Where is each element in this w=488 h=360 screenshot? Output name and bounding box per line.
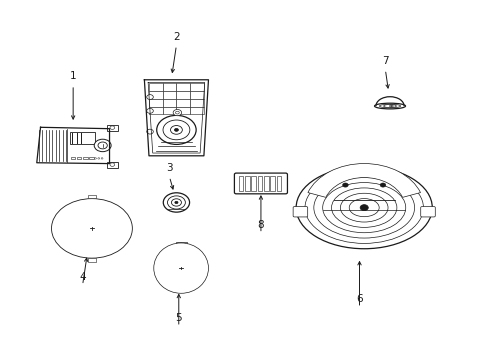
Circle shape — [174, 129, 178, 131]
Circle shape — [94, 139, 111, 152]
Bar — [244, 176, 249, 191]
Text: 5: 5 — [175, 313, 182, 323]
Bar — [69, 132, 95, 144]
FancyBboxPatch shape — [292, 207, 307, 217]
Text: 3: 3 — [166, 163, 172, 173]
Circle shape — [101, 158, 103, 159]
Bar — [107, 162, 117, 168]
Circle shape — [53, 200, 130, 257]
Circle shape — [167, 196, 185, 209]
Circle shape — [156, 115, 196, 144]
Text: 8: 8 — [257, 220, 264, 230]
Bar — [149, 107, 163, 114]
Circle shape — [175, 111, 179, 114]
Ellipse shape — [305, 172, 423, 243]
Ellipse shape — [153, 243, 208, 293]
Bar — [149, 83, 163, 91]
Bar — [83, 157, 87, 159]
Bar — [190, 91, 203, 99]
Bar — [163, 99, 176, 107]
Circle shape — [342, 183, 347, 187]
Bar — [163, 83, 176, 91]
Ellipse shape — [340, 193, 387, 222]
Circle shape — [146, 129, 153, 134]
Bar — [89, 157, 93, 159]
Bar — [276, 176, 281, 191]
Bar — [71, 157, 75, 159]
Text: 1: 1 — [70, 71, 76, 81]
Circle shape — [359, 204, 367, 211]
Bar — [176, 83, 190, 91]
Bar — [149, 99, 163, 107]
Bar — [176, 91, 190, 99]
Circle shape — [63, 207, 121, 249]
Circle shape — [163, 120, 189, 140]
Circle shape — [58, 203, 125, 253]
Ellipse shape — [383, 104, 396, 108]
Circle shape — [88, 226, 96, 231]
Bar — [176, 99, 190, 107]
Circle shape — [78, 219, 105, 238]
Text: 2: 2 — [173, 32, 180, 41]
Bar — [176, 107, 190, 114]
Circle shape — [110, 126, 115, 129]
Bar — [88, 258, 96, 262]
Bar — [107, 125, 117, 131]
Text: 4: 4 — [79, 272, 86, 282]
Bar — [77, 157, 81, 159]
Circle shape — [390, 105, 391, 107]
Bar — [190, 107, 203, 114]
Bar — [190, 83, 203, 91]
Circle shape — [146, 95, 153, 99]
Bar — [175, 242, 186, 246]
Circle shape — [179, 243, 183, 246]
Circle shape — [110, 163, 115, 166]
Bar — [88, 195, 96, 198]
Bar — [270, 176, 275, 191]
Circle shape — [94, 158, 96, 159]
Ellipse shape — [168, 257, 193, 279]
FancyBboxPatch shape — [234, 173, 287, 194]
Ellipse shape — [161, 249, 201, 287]
Ellipse shape — [296, 167, 431, 249]
Ellipse shape — [177, 264, 185, 272]
Bar — [238, 176, 243, 191]
Ellipse shape — [313, 177, 414, 238]
Wedge shape — [307, 163, 420, 197]
Ellipse shape — [173, 261, 189, 275]
Ellipse shape — [374, 103, 405, 109]
Ellipse shape — [348, 199, 378, 217]
Circle shape — [170, 126, 182, 134]
Ellipse shape — [164, 253, 197, 283]
Bar — [251, 176, 255, 191]
Text: 7: 7 — [381, 56, 388, 66]
FancyBboxPatch shape — [420, 207, 434, 217]
Circle shape — [98, 158, 100, 159]
Bar — [163, 107, 176, 114]
Bar — [163, 91, 176, 99]
Circle shape — [83, 222, 100, 235]
Ellipse shape — [156, 246, 205, 291]
Circle shape — [146, 108, 153, 113]
Ellipse shape — [331, 188, 396, 228]
Bar — [149, 91, 163, 99]
Bar — [264, 176, 268, 191]
Circle shape — [389, 105, 392, 107]
Bar — [190, 99, 203, 107]
Circle shape — [171, 199, 181, 206]
Circle shape — [163, 193, 189, 212]
Circle shape — [68, 211, 116, 246]
Circle shape — [175, 201, 178, 204]
Bar — [257, 176, 262, 191]
Text: 6: 6 — [355, 294, 362, 304]
Circle shape — [73, 215, 110, 242]
Circle shape — [98, 142, 107, 149]
Circle shape — [51, 199, 132, 258]
Circle shape — [379, 183, 385, 187]
Ellipse shape — [322, 183, 405, 233]
Ellipse shape — [379, 104, 400, 108]
Circle shape — [173, 109, 181, 116]
